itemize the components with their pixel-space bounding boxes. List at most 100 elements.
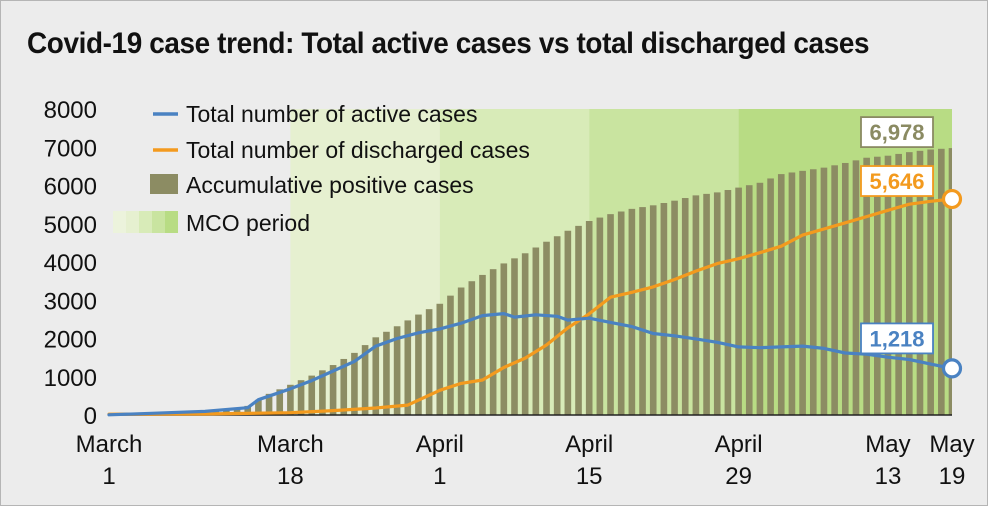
accumulative-bar [425,309,433,415]
accumulative-bar [265,393,273,415]
x-tick-label: 19 [939,463,966,490]
accumulative-bar [404,320,412,415]
accumulative-bar [233,407,241,415]
accumulative-bar [863,157,870,415]
active-callout-box [860,322,934,355]
y-tick-label: 0 [84,403,97,430]
x-tick-label: 15 [576,463,603,490]
legend-active-label: Total number of active cases [186,101,477,127]
accumulative-bar [447,295,454,415]
active-cases-end-marker [941,358,963,379]
legend-mco-label: MCO period [186,210,310,236]
y-tick-label: 6000 [44,174,97,201]
accumulative-callout-box [860,116,934,148]
x-tick-label: March [76,431,143,458]
active-callout: 1,218 [869,326,924,351]
legend-accumulative-swatch [150,174,178,194]
y-tick-label: 2000 [44,327,97,354]
accumulative-bar [436,303,444,415]
accumulative-bar [308,375,316,415]
accumulative-bar [756,182,764,415]
legend-mco-swatch [139,211,152,233]
discharged-cases-end-marker [941,188,963,210]
y-tick-label: 4000 [44,250,97,277]
accumulative-bar [809,169,817,415]
accumulative-bar [329,365,337,415]
accumulative-bar [777,174,785,415]
accumulative-bar [319,370,326,415]
accumulative-bar [745,185,753,415]
accumulative-bar [799,170,806,415]
x-tick-label: April [565,431,613,458]
accumulative-bar [244,405,252,415]
accumulative-bar [948,148,952,416]
legend: Total number of active cases Total number… [113,101,530,236]
x-tick-label: April [715,431,763,458]
discharged-callout: 5,646 [869,169,924,194]
legend-mco-swatch [165,211,178,233]
accumulative-bar [820,167,828,415]
accumulative-bar [457,287,465,415]
accumulative-callout: 6,978 [869,120,924,145]
accumulative-bar [671,200,678,415]
accumulative-bar [628,208,636,415]
accumulative-bar [884,155,892,415]
accumulative-bar [287,384,294,415]
accumulative-bar [927,149,934,415]
y-tick-label: 1000 [44,365,97,392]
chart-title: Covid-19 case trend: Total active cases … [27,27,870,60]
accumulative-bar [297,380,305,415]
discharged-callout-box [860,165,934,197]
x-tick-label: May [865,431,910,458]
accumulative-bar [649,205,657,415]
accumulative-bar [383,331,390,415]
x-tick-label: 1 [433,463,446,490]
accumulative-bar [713,192,721,415]
x-tick-label: 13 [875,463,902,490]
accumulative-bar [906,152,913,415]
accumulative-bar [372,337,380,415]
accumulative-bar [276,389,284,415]
accumulative-bar [255,399,262,415]
accumulative-bar [938,148,945,415]
accumulative-bar [639,207,646,415]
accumulative-bar [873,156,881,416]
accumulative-bar [596,217,604,415]
accumulative-bar [607,214,614,415]
y-tick-label: 3000 [44,288,97,315]
y-tick-label: 7000 [44,135,97,162]
accumulative-bar [916,150,924,416]
x-tick-label: 1 [102,463,115,490]
legend-mco-swatch [113,211,126,233]
accumulative-bar [468,281,476,415]
legend-accumulative-label: Accumulative positive cases [186,172,474,198]
accumulative-bar [393,326,401,415]
accumulative-bar [724,189,732,415]
accumulative-bar [617,211,625,415]
legend-mco-swatch [152,211,165,233]
accumulative-bar [521,253,529,415]
accumulative-bar [735,187,742,415]
accumulative-bar [703,193,710,415]
accumulative-bar [841,162,849,415]
accumulative-bar [692,195,700,415]
x-tick-label: March [257,431,324,458]
accumulative-bar [831,165,838,415]
active-cases-line [107,312,954,417]
accumulative-bar [681,198,689,415]
y-tick-label: 5000 [44,212,97,239]
accumulative-bar [543,241,550,415]
x-tick-label: April [416,431,464,458]
y-tick-label: 8000 [44,97,97,124]
accumulative-bar [511,258,518,415]
accumulative-bar [553,236,561,415]
discharged-cases-line [107,197,954,416]
x-tick-label: May [929,431,974,458]
accumulative-bar [767,178,774,415]
accumulative-bar [852,160,860,415]
accumulative-bar [361,345,369,415]
accumulative-bars [109,148,952,416]
accumulative-bar [500,263,508,415]
accumulative-bar [895,153,902,415]
